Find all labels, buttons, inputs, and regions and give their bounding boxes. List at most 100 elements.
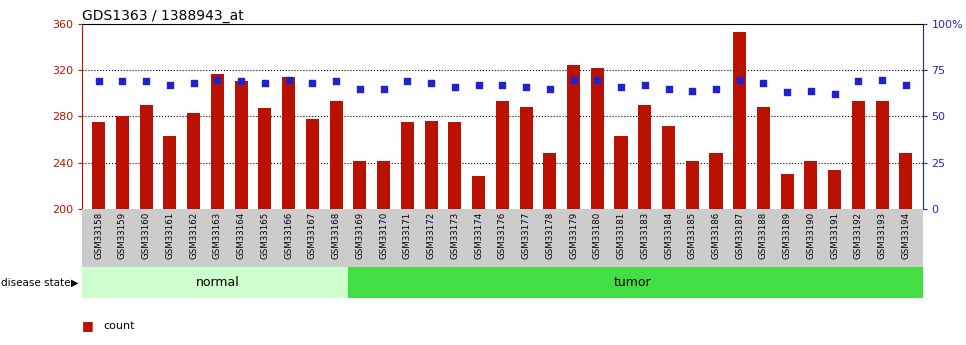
Text: ■: ■ <box>82 319 94 333</box>
Point <box>91 79 106 84</box>
Bar <box>875 101 889 209</box>
Point <box>234 79 249 84</box>
Bar <box>348 267 923 298</box>
Point <box>542 86 557 91</box>
Bar <box>140 105 153 209</box>
Point <box>281 77 297 82</box>
Point <box>780 90 795 95</box>
Bar <box>82 267 348 298</box>
Text: GSM33184: GSM33184 <box>664 211 673 259</box>
Text: GSM33166: GSM33166 <box>284 211 293 259</box>
Point <box>470 82 486 88</box>
Bar <box>472 176 485 209</box>
Text: GSM33188: GSM33188 <box>759 211 768 259</box>
Point <box>898 82 914 88</box>
Text: GSM33179: GSM33179 <box>569 211 578 259</box>
Bar <box>496 101 509 209</box>
Text: GSM33170: GSM33170 <box>379 211 388 259</box>
Bar <box>805 161 817 209</box>
Text: GSM33180: GSM33180 <box>593 211 602 259</box>
Point <box>115 79 130 84</box>
Text: ▶: ▶ <box>71 278 78 288</box>
Bar <box>258 108 271 209</box>
Text: GSM33185: GSM33185 <box>688 211 696 259</box>
Bar <box>828 169 841 209</box>
Bar <box>163 136 177 209</box>
Bar <box>235 81 247 209</box>
Bar <box>567 65 580 209</box>
Text: GSM33161: GSM33161 <box>165 211 175 259</box>
Text: normal: normal <box>195 276 240 289</box>
Bar <box>354 161 366 209</box>
Text: GSM33173: GSM33173 <box>450 211 460 259</box>
Bar <box>306 119 319 209</box>
Point <box>138 79 154 84</box>
Text: GSM33189: GSM33189 <box>782 211 792 259</box>
Bar <box>543 153 556 209</box>
Text: GSM33177: GSM33177 <box>522 211 530 259</box>
Point <box>874 77 890 82</box>
Point <box>755 80 771 86</box>
Text: GSM33194: GSM33194 <box>901 211 910 259</box>
Point <box>447 84 463 90</box>
Bar <box>116 116 129 209</box>
Point <box>685 88 700 93</box>
Bar <box>614 136 628 209</box>
Point <box>637 82 652 88</box>
Bar <box>282 77 296 209</box>
Bar <box>686 161 698 209</box>
Bar <box>781 174 794 209</box>
Bar <box>401 122 413 209</box>
Text: GSM33172: GSM33172 <box>427 211 436 259</box>
Point <box>708 86 724 91</box>
Text: GSM33162: GSM33162 <box>189 211 198 259</box>
Point <box>186 80 202 86</box>
Bar <box>591 68 604 209</box>
Point <box>851 79 867 84</box>
Bar <box>377 161 390 209</box>
Text: GSM33168: GSM33168 <box>331 211 341 259</box>
Point <box>423 80 439 86</box>
Point <box>304 80 320 86</box>
Point <box>589 77 605 82</box>
Text: GSM33167: GSM33167 <box>308 211 317 259</box>
Text: GSM33165: GSM33165 <box>261 211 270 259</box>
Bar <box>520 107 532 209</box>
Point <box>732 77 748 82</box>
Text: GSM33174: GSM33174 <box>474 211 483 259</box>
Bar <box>425 121 438 209</box>
Text: GSM33163: GSM33163 <box>213 211 222 259</box>
Bar <box>662 126 675 209</box>
Text: GSM33164: GSM33164 <box>237 211 245 259</box>
Bar <box>899 153 913 209</box>
Point <box>827 91 842 97</box>
Text: GSM33186: GSM33186 <box>712 211 721 259</box>
Text: GSM33193: GSM33193 <box>878 211 887 259</box>
Bar <box>852 101 865 209</box>
Text: GSM33171: GSM33171 <box>403 211 412 259</box>
Text: GSM33190: GSM33190 <box>807 211 815 259</box>
Text: disease state: disease state <box>1 278 71 288</box>
Text: GSM33159: GSM33159 <box>118 211 127 259</box>
Point <box>803 88 818 93</box>
Text: GSM33192: GSM33192 <box>854 211 863 259</box>
Bar <box>92 122 105 209</box>
Text: GSM33187: GSM33187 <box>735 211 744 259</box>
Text: GSM33181: GSM33181 <box>616 211 626 259</box>
Point <box>495 82 510 88</box>
Bar <box>639 105 651 209</box>
Text: GSM33183: GSM33183 <box>640 211 649 259</box>
Bar <box>448 122 462 209</box>
Text: GDS1363 / 1388943_at: GDS1363 / 1388943_at <box>82 9 243 23</box>
Bar <box>329 101 343 209</box>
Text: GSM33158: GSM33158 <box>95 211 103 259</box>
Point <box>376 86 391 91</box>
Text: GSM33169: GSM33169 <box>355 211 364 259</box>
Bar <box>211 74 224 209</box>
Text: GSM33178: GSM33178 <box>545 211 554 259</box>
Point <box>566 77 582 82</box>
Bar <box>733 32 747 209</box>
Point <box>162 82 178 88</box>
Point <box>400 79 415 84</box>
Text: GSM33191: GSM33191 <box>830 211 839 259</box>
